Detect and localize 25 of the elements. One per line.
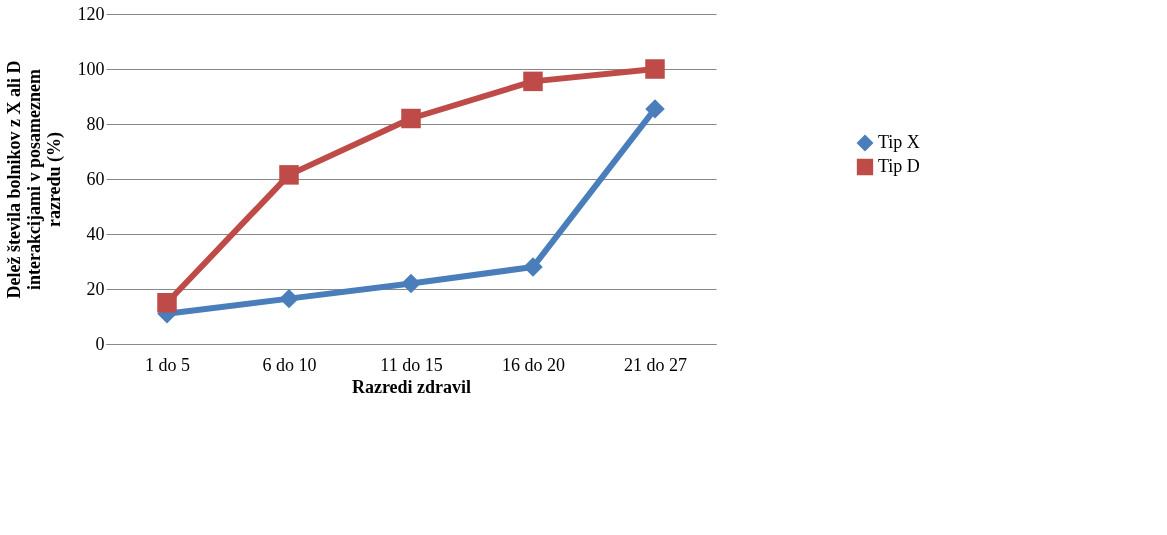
x-tick-label: 11 do 15 [380, 354, 443, 375]
point [523, 71, 543, 92]
point [401, 108, 421, 129]
y-tick-label: 100 [77, 58, 105, 79]
x-tick-label: 21 do 27 [624, 354, 687, 375]
point [401, 273, 421, 294]
x-tick-label: 16 do 20 [502, 354, 565, 375]
point [157, 293, 177, 313]
point [645, 99, 665, 119]
y-tick-label: 120 [77, 3, 105, 24]
y-tick-label: 60 [86, 168, 105, 189]
legend-label: Tip D [878, 156, 920, 176]
x-axis-title: Razredi zdravil [351, 376, 472, 397]
y-tick-label: 0 [95, 333, 105, 354]
point [645, 59, 665, 79]
y-axis-title: Delež števila bolnikov z X ali D interakcijami v posameznem razredu (%) [3, 60, 65, 299]
y-tick-label: 20 [86, 278, 105, 299]
y-tick-label: 80 [86, 113, 105, 134]
y-tick-label: 40 [86, 223, 105, 244]
point [279, 288, 299, 309]
point [523, 257, 543, 277]
x-tick-label: 1 do 5 [145, 354, 190, 375]
legend-label: Tip X [878, 132, 920, 152]
point [279, 165, 299, 185]
x-tick-label: 6 do 10 [262, 354, 317, 375]
